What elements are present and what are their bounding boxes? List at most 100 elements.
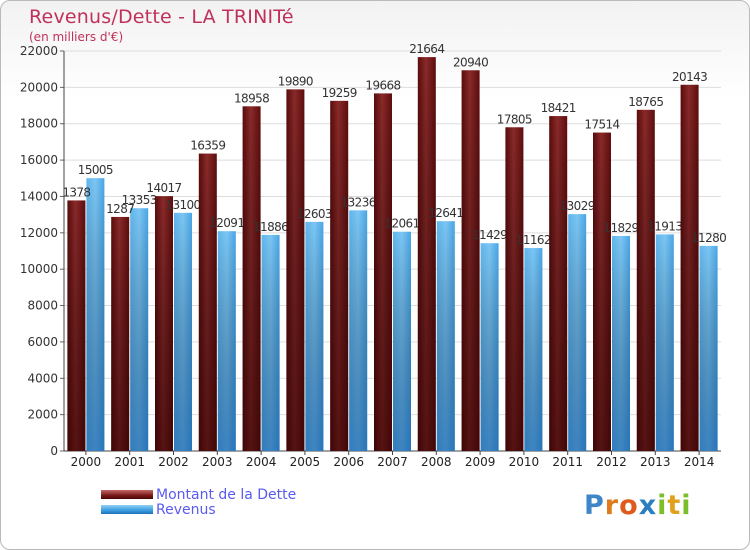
y-tick-label: 0 — [50, 444, 58, 458]
bar-dette-shade — [636, 109, 655, 452]
bar-dette-shade — [680, 84, 699, 451]
bar-revenus-shade — [436, 221, 455, 451]
data-label-revenus: 11913 — [647, 219, 682, 233]
bar-revenus-shade — [305, 221, 324, 451]
x-tick-label: 2005 — [290, 455, 321, 469]
bar-revenus-shade — [612, 235, 630, 451]
legend-swatch-dette — [101, 490, 153, 499]
data-label-revenus: 12641 — [428, 206, 463, 220]
x-tick-label: 2003 — [202, 455, 233, 469]
data-label-revenus: 11886 — [253, 220, 288, 234]
bar-revenus-shade — [393, 231, 411, 451]
x-tick-label: 2011 — [552, 455, 583, 469]
logo-letter: x — [638, 490, 658, 521]
y-tick-label: 14000 — [20, 189, 58, 203]
data-label-revenus: 11829 — [603, 221, 638, 235]
bar-dette-shade — [286, 89, 305, 451]
bar-revenus-shade — [86, 178, 105, 451]
chart-title: Revenus/Dette - LA TRINITé — [29, 6, 294, 28]
data-label-dette: 19259 — [322, 86, 357, 100]
logo-letter: t — [667, 490, 682, 521]
data-label-dette: 14017 — [146, 181, 181, 195]
data-label-dette: 19890 — [278, 74, 313, 88]
legend-label-revenus: Revenus — [156, 502, 216, 518]
data-label-dette: 20143 — [672, 70, 707, 84]
bar-dette-shade — [593, 132, 611, 451]
data-label-dette: 17514 — [584, 118, 619, 132]
x-tick-label: 2009 — [465, 455, 496, 469]
bar-dette-shade — [417, 57, 436, 451]
bar-dette-shade — [155, 196, 173, 451]
x-tick-label: 2012 — [596, 455, 627, 469]
bar-dette-shade — [461, 70, 480, 451]
data-label-dette: 16359 — [190, 139, 225, 153]
data-label-dette: 18421 — [541, 101, 576, 115]
logo-letter: o — [619, 490, 639, 521]
logo-letter: P — [584, 490, 605, 521]
bar-revenus-shade — [655, 234, 674, 451]
x-tick-label: 2010 — [509, 455, 540, 469]
bar-revenus-shade — [568, 214, 587, 451]
x-tick-label: 2002 — [158, 455, 189, 469]
data-label-revenus: 13353 — [122, 193, 157, 207]
x-tick-label: 2008 — [421, 455, 452, 469]
proxiti-logo: Proxiti — [584, 490, 692, 521]
x-tick-label: 2014 — [684, 455, 715, 469]
bar-dette-shade — [198, 153, 217, 451]
x-tick-label: 2006 — [333, 455, 364, 469]
chart-subtitle: (en milliers d'€) — [29, 30, 124, 44]
x-tick-label: 2004 — [246, 455, 277, 469]
data-label-revenus: 11429 — [472, 228, 507, 242]
data-label-revenus: 12061 — [384, 217, 419, 231]
data-label-revenus: 15005 — [78, 163, 113, 177]
data-label-revenus: 11280 — [691, 231, 726, 245]
data-label-dette: 21664 — [409, 42, 444, 56]
bar-revenus-shade — [524, 248, 543, 451]
data-label-revenus: 12603 — [297, 207, 332, 221]
bar-revenus-shade — [261, 234, 280, 451]
x-tick-label: 2000 — [71, 455, 102, 469]
y-tick-label: 6000 — [27, 335, 58, 349]
y-tick-label: 16000 — [20, 153, 58, 167]
data-label-dette: 17805 — [497, 112, 532, 126]
y-tick-label: 2000 — [27, 408, 58, 422]
bar-revenus-shade — [480, 243, 499, 451]
legend-swatch-revenus — [101, 505, 153, 514]
bar-dette-shade — [374, 93, 392, 452]
bar-dette-shade — [111, 216, 130, 451]
data-label-revenus: 11162 — [516, 233, 551, 247]
x-tick-label: 2013 — [640, 455, 671, 469]
data-label-revenus: 12091 — [209, 216, 244, 230]
y-tick-label: 20000 — [20, 80, 58, 94]
data-label-revenus: 13100 — [165, 198, 200, 212]
x-tick-label: 2001 — [114, 455, 145, 469]
data-label-revenus: 13236 — [341, 195, 376, 209]
x-tick-label: 2007 — [377, 455, 408, 469]
bar-dette-shade — [549, 116, 568, 451]
data-label-dette: 1378 — [62, 185, 90, 199]
data-label-dette: 18958 — [234, 91, 269, 105]
bar-dette-shade — [330, 100, 349, 451]
bar-revenus-shade — [130, 208, 149, 451]
data-label-dette: 19668 — [365, 78, 400, 92]
logo-letter: i — [681, 490, 692, 521]
y-tick-label: 18000 — [20, 117, 58, 131]
bar-revenus-shade — [699, 245, 718, 451]
data-label-dette: 1287 — [106, 202, 134, 216]
y-tick-label: 22000 — [20, 44, 58, 58]
data-label-dette: 18765 — [628, 95, 663, 109]
bar-dette-shade — [505, 127, 524, 451]
y-tick-label: 4000 — [27, 371, 58, 385]
data-label-dette: 20940 — [453, 55, 488, 69]
y-tick-label: 12000 — [20, 226, 58, 240]
logo-letter: i — [657, 490, 668, 521]
bar-revenus-shade — [349, 210, 368, 451]
data-label-revenus: 13029 — [560, 199, 595, 213]
bar-revenus-shade — [174, 212, 192, 451]
bar-dette-shade — [242, 106, 261, 452]
legend-label-dette: Montant de la Dette — [156, 487, 297, 503]
logo-letter: r — [604, 490, 620, 521]
bar-dette-shade — [67, 200, 86, 451]
